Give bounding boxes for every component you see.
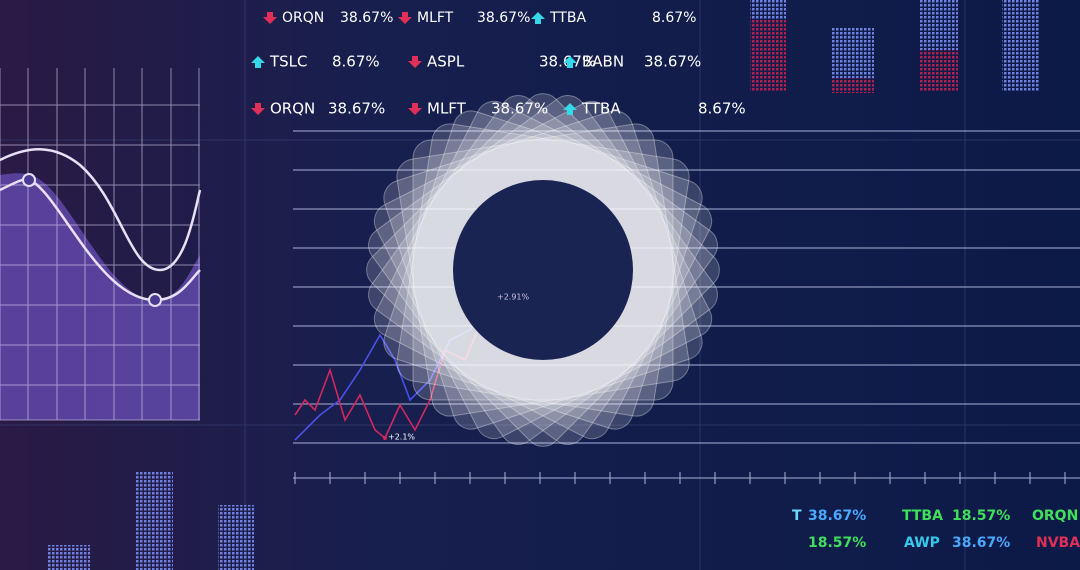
ticker-symbol: MLFT (427, 100, 467, 118)
ticker-symbol: TTBA (549, 10, 586, 26)
trend-arrow (398, 12, 412, 24)
ticker-symbol: MLFT (417, 10, 454, 26)
ticker-change: 8.67% (698, 100, 746, 118)
ticker-symbol: ORQN (282, 10, 324, 26)
trend-arrow (263, 12, 277, 24)
ticker-symbol: ORQN (270, 100, 315, 118)
trend-arrow (251, 56, 265, 68)
ticker-change: 38.67% (477, 10, 530, 26)
trend-arrow (563, 103, 577, 115)
ticker-change: 38.67% (340, 10, 393, 26)
labels: ORQN 38.67% MLFT 38.67% TTBA 8.67% TSLC 8.67% AS… (251, 10, 1080, 551)
trend-arrow (408, 56, 422, 68)
strip-text: 18.57% (952, 508, 1010, 524)
trend-arrow (251, 103, 265, 115)
ticker-symbol: TTBA (581, 100, 621, 118)
axis-ticks (294, 472, 1066, 484)
strip-text: ORQN (1032, 508, 1078, 524)
strip-text: T (792, 508, 802, 524)
chart-label: +2.91% (497, 293, 530, 302)
ticker-change: 8.67% (332, 53, 380, 71)
ring-hole (453, 180, 633, 360)
strip-text: NVBA (1036, 535, 1080, 551)
ticker-change: 38.67% (644, 53, 701, 71)
ticker-change: 38.67% (491, 100, 548, 118)
trend-arrow (531, 12, 545, 24)
h-lines (293, 130, 1080, 479)
ticker-change: 38.67% (328, 100, 385, 118)
dot-bars (48, 0, 1040, 570)
chart-label: +2.1% (388, 433, 415, 442)
ticker-symbol: ASPL (427, 53, 465, 71)
trend-arrow (408, 103, 422, 115)
ticker-change: 8.67% (652, 10, 696, 26)
strip-text: AWP (904, 535, 940, 551)
wave-chart (0, 68, 202, 421)
strip-text: TTBA (902, 508, 943, 524)
ticker-symbol: BABN (582, 53, 624, 71)
strip-text: 18.57% (808, 535, 866, 551)
trend-arrow (563, 56, 577, 68)
ticker-symbol: TSLC (269, 53, 308, 71)
strip-text: 38.67% (952, 535, 1010, 551)
strip-text: 38.67% (808, 508, 866, 524)
